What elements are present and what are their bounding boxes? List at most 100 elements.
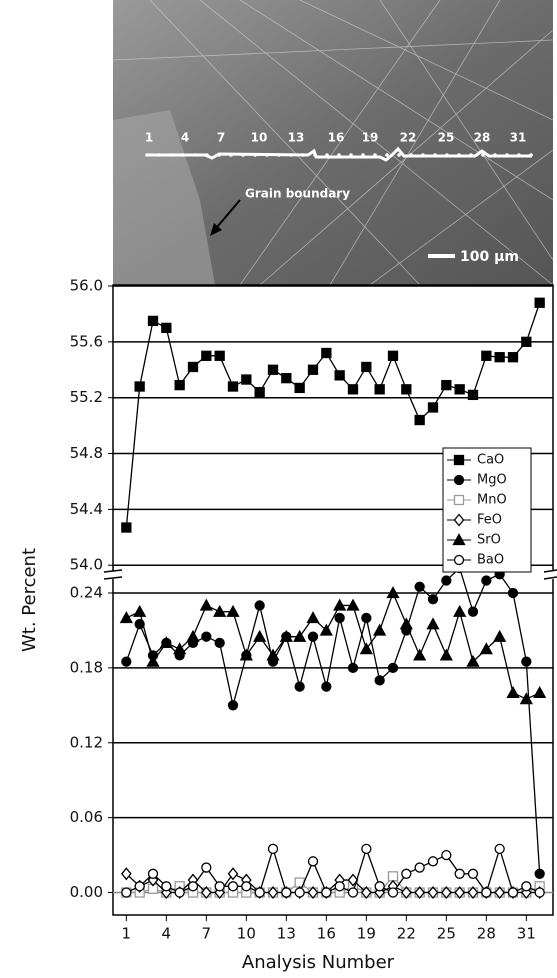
marker (400, 886, 412, 900)
x-tick-label: 7 (202, 925, 212, 943)
trace-dot (397, 153, 401, 157)
marker (294, 382, 305, 394)
trace-dot (493, 153, 497, 157)
y-axis-title: Wt. Percent (19, 548, 40, 652)
point-label: 25 (438, 131, 455, 145)
trace-dot (241, 153, 245, 157)
trace-dot (409, 153, 413, 157)
trace-dot (169, 153, 173, 157)
x-tick-label: 1 (122, 925, 132, 943)
y-tick-label: 0.18 (70, 658, 103, 676)
y-tick-label: 0.06 (70, 808, 103, 826)
marker (334, 370, 345, 381)
marker (226, 604, 240, 617)
marker (427, 402, 439, 413)
annotation: Grain boundary (245, 187, 350, 201)
marker (161, 881, 172, 892)
axis-break (103, 569, 557, 580)
y-tick-label: 0.24 (70, 583, 103, 601)
marker (494, 843, 505, 854)
trace-dot (277, 153, 281, 157)
marker (467, 868, 479, 879)
y-tick-label: 54.8 (70, 444, 103, 462)
trace-dot (253, 153, 257, 157)
marker (441, 379, 452, 391)
x-tick-label: 4 (162, 925, 172, 943)
trace-dot (337, 153, 341, 157)
marker (521, 336, 532, 347)
marker (534, 887, 545, 898)
marker (121, 656, 132, 667)
marker (186, 629, 200, 642)
trace-line (147, 146, 532, 162)
marker (374, 881, 385, 892)
trace-dot (433, 153, 437, 157)
marker (507, 887, 519, 898)
grain (113, 110, 215, 285)
marker (227, 700, 239, 711)
marker (159, 636, 173, 649)
marker (440, 886, 452, 900)
marker (334, 881, 345, 892)
marker (401, 868, 412, 879)
point-label: 19 (362, 131, 379, 145)
marker (319, 623, 333, 636)
marker (146, 654, 160, 667)
y-tick-label: 56.0 (70, 277, 103, 295)
legend-marker (453, 494, 465, 506)
marker (254, 887, 265, 898)
marker (121, 522, 132, 533)
marker (201, 350, 212, 361)
marker (361, 843, 372, 854)
series-line (125, 566, 541, 874)
trace-dot (325, 153, 329, 157)
marker (187, 881, 199, 892)
marker (321, 887, 332, 898)
legend-label: CaO (477, 453, 504, 468)
marker (281, 887, 292, 898)
marker (361, 612, 372, 624)
marker (147, 315, 159, 327)
marker (307, 364, 319, 375)
marker (346, 598, 360, 611)
x-tick-label: 25 (437, 925, 456, 943)
marker (507, 352, 519, 363)
marker (427, 594, 439, 605)
x-axis-title: Analysis Number (242, 952, 395, 973)
trace-dot (193, 153, 197, 157)
marker (347, 662, 359, 674)
marker (306, 611, 320, 624)
marker (533, 685, 547, 698)
legend-label: BaO (477, 553, 504, 568)
y-tick-label: 54.4 (70, 500, 103, 518)
marker (361, 361, 372, 373)
legend: CaO MgO MnO FeO SrO BaO (442, 447, 532, 573)
marker (519, 692, 533, 705)
point-label: 31 (510, 131, 527, 145)
arrow-head (210, 223, 222, 236)
marker (441, 575, 452, 586)
marker (479, 642, 493, 655)
marker (374, 675, 385, 686)
trace-dot (157, 153, 161, 157)
legend-marker (453, 454, 465, 466)
marker (333, 598, 347, 611)
marker (174, 379, 185, 391)
point-label: 16 (328, 131, 345, 145)
marker (534, 868, 545, 879)
y-tick-label: 54.0 (70, 556, 103, 574)
marker (467, 606, 479, 617)
trace-dot (265, 153, 269, 157)
marker (119, 611, 133, 624)
marker (414, 862, 425, 873)
marker (454, 384, 465, 395)
marker (414, 581, 425, 592)
trace-dot (217, 153, 221, 157)
point-label: 10 (251, 131, 268, 145)
trace-dot (469, 153, 473, 157)
trace-dot (529, 153, 533, 157)
marker (134, 881, 145, 892)
marker (267, 843, 279, 854)
marker (494, 352, 505, 363)
x-tick-label: 31 (517, 925, 536, 943)
